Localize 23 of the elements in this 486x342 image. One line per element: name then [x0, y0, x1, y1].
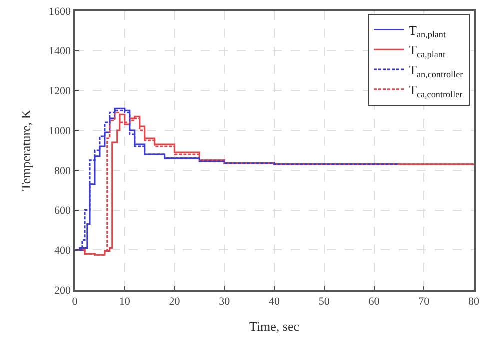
x-tick-label: 0: [72, 296, 78, 308]
x-tick-label: 80: [468, 296, 480, 308]
legend-label: T$_{an,controller}$: [409, 62, 464, 80]
x-tick-label: 30: [219, 296, 231, 308]
x-tick-label: 70: [418, 296, 430, 308]
legend-label: T$_{ca,plant}$: [409, 42, 446, 60]
y-tick-label: 400: [54, 244, 72, 257]
x-tick-label: 40: [269, 296, 280, 308]
y-tick-label: 1400: [49, 46, 72, 58]
x-tick-label: 60: [368, 296, 380, 308]
x-tick-label: 10: [119, 296, 131, 308]
x-tick-label: 50: [318, 296, 330, 308]
y-tick-label: 1200: [49, 86, 72, 98]
x-tick-label: 20: [169, 296, 181, 308]
x-axis-title: Time, sec: [249, 319, 300, 334]
y-tick-label: 1600: [49, 6, 72, 18]
y-axis-title: Temperature, K: [18, 109, 34, 192]
y-tick-label: 600: [54, 205, 72, 218]
legend-label: T$_{ca,controller}$: [409, 82, 463, 100]
legend-label: T$_{an,plant}$: [409, 22, 446, 40]
y-tick-label: 200: [54, 284, 72, 297]
y-tick-label: 1000: [49, 125, 72, 138]
y-tick-label: 800: [54, 165, 72, 178]
